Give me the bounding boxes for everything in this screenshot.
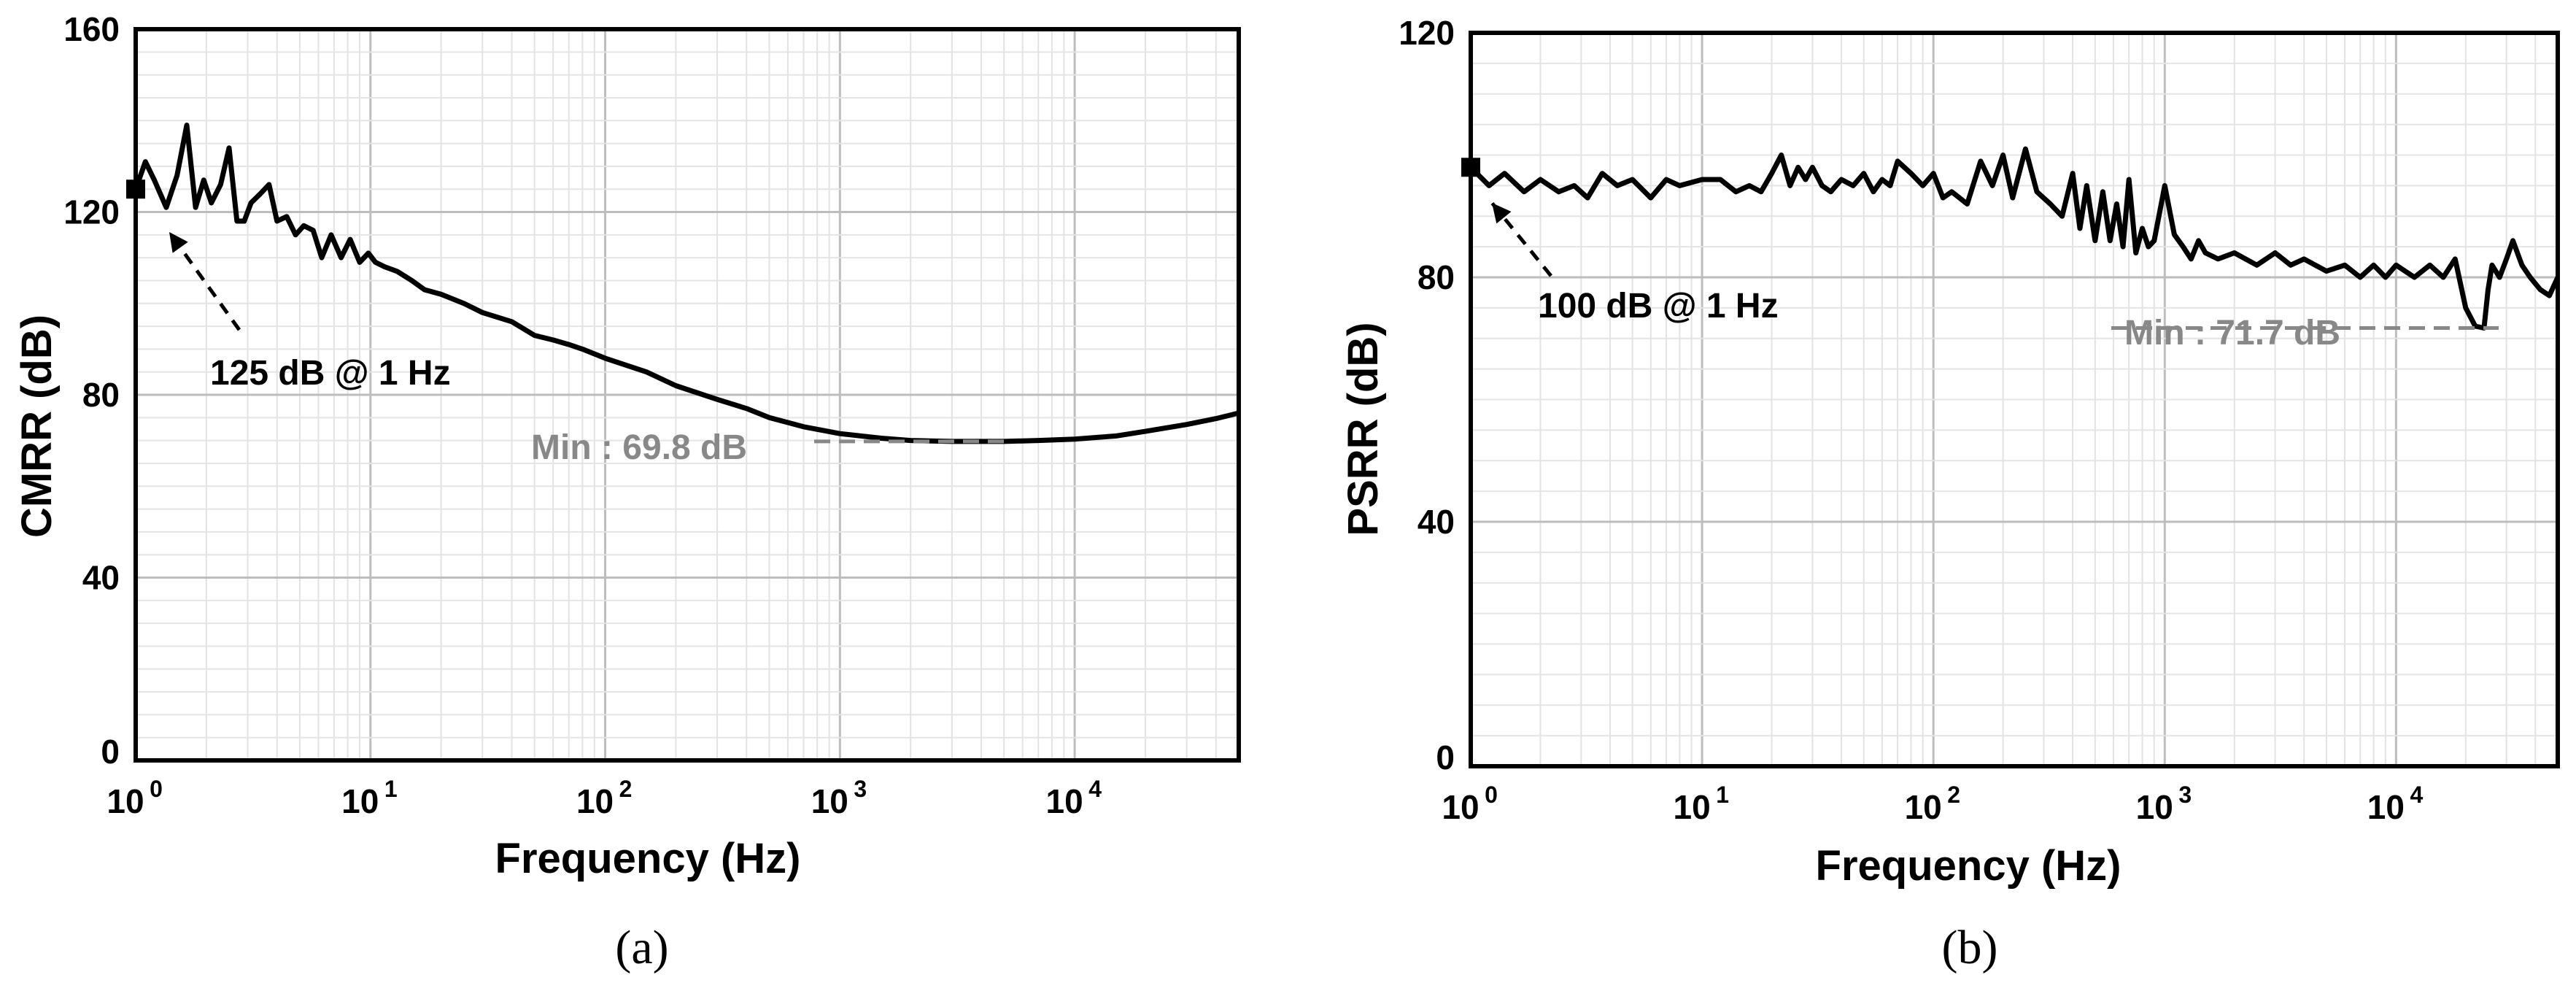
cmrr-x-tick-exponent: 2 bbox=[619, 776, 633, 802]
cmrr-series-line bbox=[133, 123, 1239, 444]
cmrr-x-tick-label: 10 bbox=[576, 782, 614, 820]
cmrr-x-tick-exponent: 1 bbox=[384, 776, 398, 802]
cmrr-y-tick-label: 160 bbox=[63, 10, 120, 48]
cmrr-y-tick-label: 0 bbox=[101, 733, 120, 771]
psrr-x-tick-label: 10 bbox=[1674, 788, 1711, 826]
psrr-x-axis-label: Frequency (Hz) bbox=[1816, 842, 2121, 890]
cmrr-y-axis-label: CMRR (dB) bbox=[13, 315, 61, 538]
cmrr-x-axis-label: Frequency (Hz) bbox=[495, 835, 801, 882]
psrr-y-ticks: 0 40 80 120 bbox=[1399, 14, 1455, 776]
cmrr-annotations: 125 dB @ 1 Hz Min : 69.8 dB bbox=[167, 231, 1010, 467]
psrr-annotation-arrow bbox=[1490, 201, 1552, 277]
cmrr-y-tick-label: 40 bbox=[82, 559, 120, 597]
cmrr-x-tick-label: 10 bbox=[341, 782, 379, 820]
psrr-y-axis-label: PSRR (dB) bbox=[1339, 322, 1387, 536]
psrr-panel-label: (b) bbox=[1942, 921, 1998, 974]
cmrr-panel-label: (a) bbox=[615, 921, 668, 974]
psrr-y-tick-label: 40 bbox=[1417, 503, 1455, 541]
psrr-x-tick-label: 10 bbox=[1905, 788, 1942, 826]
psrr-x-tick-label: 10 bbox=[2136, 788, 2173, 826]
cmrr-x-tick-exponent: 3 bbox=[854, 776, 867, 802]
psrr-plot-frame bbox=[1469, 31, 2560, 768]
cmrr-x-ticks: 10 0 10 1 10 2 10 3 10 4 bbox=[107, 776, 1102, 820]
psrr-x-tick-exponent: 4 bbox=[2410, 782, 2423, 808]
psrr-x-ticks: 10 0 10 1 10 2 10 3 10 4 bbox=[1442, 782, 2423, 826]
psrr-grid bbox=[1469, 31, 2558, 768]
cmrr-annotation-min: Min : 69.8 dB bbox=[531, 428, 747, 467]
cmrr-x-tick-label: 10 bbox=[107, 782, 144, 820]
cmrr-y-ticks: 0 40 80 120 160 bbox=[63, 10, 120, 771]
psrr-x-tick-label: 10 bbox=[1442, 788, 1479, 826]
psrr-annotation-arrowhead bbox=[1492, 203, 1512, 224]
psrr-y-tick-label: 120 bbox=[1399, 14, 1455, 52]
cmrr-x-tick-label: 10 bbox=[1046, 782, 1083, 820]
psrr-series-line bbox=[1469, 146, 2561, 331]
cmrr-plot-frame bbox=[134, 27, 1241, 763]
psrr-x-tick-exponent: 2 bbox=[1947, 782, 1960, 808]
psrr-annotation-start: 100 dB @ 1 Hz bbox=[1538, 287, 1779, 325]
psrr-annotation-min: Min : 71.7 dB bbox=[2124, 314, 2340, 352]
psrr-x-tick-label: 10 bbox=[2367, 788, 2405, 826]
cmrr-y-tick-label: 120 bbox=[63, 193, 120, 231]
cmrr-x-tick-label: 10 bbox=[811, 782, 848, 820]
psrr-x-tick-exponent: 3 bbox=[2178, 782, 2192, 808]
cmrr-grid bbox=[134, 28, 1239, 762]
psrr-annotations: 100 dB @ 1 Hz Min : 71.7 dB bbox=[1490, 201, 2499, 352]
psrr-y-tick-label: 0 bbox=[1436, 739, 1455, 776]
cmrr-x-tick-exponent: 0 bbox=[150, 776, 163, 802]
cmrr-annotation-start: 125 dB @ 1 Hz bbox=[210, 354, 451, 393]
psrr-y-tick-label: 80 bbox=[1417, 258, 1455, 296]
cmrr-y-tick-label: 80 bbox=[82, 376, 120, 414]
cmrr-annotation-arrowhead bbox=[169, 232, 188, 253]
psrr-x-tick-exponent: 0 bbox=[1485, 782, 1498, 808]
cmrr-x-tick-exponent: 4 bbox=[1088, 776, 1102, 802]
psrr-x-tick-exponent: 1 bbox=[1716, 782, 1729, 808]
